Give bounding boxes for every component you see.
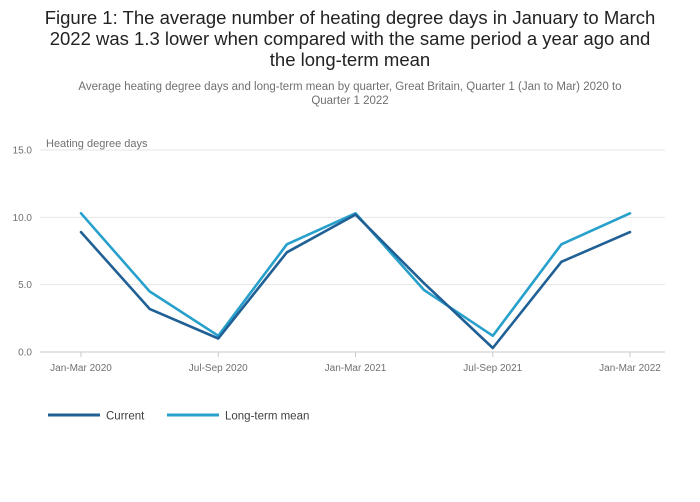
- legend-item[interactable]: Current: [48, 411, 145, 423]
- chart-title-line: Figure 1: The average number of heating …: [45, 7, 656, 28]
- legend-label: Current: [106, 411, 145, 423]
- series-line-current: [79, 213, 632, 350]
- legend-item[interactable]: Long-term mean: [167, 411, 309, 423]
- y-axis-ticks: 0.0 5.0 10.0 15.0: [13, 146, 33, 359]
- y-axis-label: Heating degree days: [46, 138, 148, 150]
- y-tick-label: 15.0: [13, 146, 33, 157]
- chart-title-line: the long-term mean: [270, 49, 430, 70]
- x-tick-label: Jul-Sep 2020: [189, 363, 248, 374]
- legend-label: Long-term mean: [225, 411, 309, 423]
- y-tick-label: 5.0: [18, 280, 32, 291]
- gridlines: [40, 149, 665, 353]
- chart-subtitle: Average heating degree days and long-ter…: [78, 81, 621, 107]
- legend: Current Long-term mean: [48, 411, 309, 423]
- series-lines: [79, 212, 632, 350]
- y-tick-label: 10.0: [13, 213, 33, 224]
- x-tick-label: Jan-Mar 2022: [599, 363, 661, 374]
- chart-subtitle-line: Average heating degree days and long-ter…: [78, 81, 621, 93]
- y-tick-label: 0.0: [18, 348, 32, 359]
- chart-title-line: 2022 was 1.3 lower when compared with th…: [50, 28, 651, 49]
- x-tick-label: Jan-Mar 2021: [325, 363, 387, 374]
- chart-subtitle-line: Quarter 1 2022: [311, 95, 388, 107]
- x-axis-ticks: Jan-Mar 2020 Jul-Sep 2020 Jan-Mar 2021 Jul-…: [50, 352, 661, 374]
- x-tick-label: Jan-Mar 2020: [50, 363, 112, 374]
- series-line-long-term-mean: [79, 212, 632, 338]
- chart-title: Figure 1: The average number of heating …: [45, 7, 656, 70]
- x-tick-label: Jul-Sep 2021: [463, 363, 522, 374]
